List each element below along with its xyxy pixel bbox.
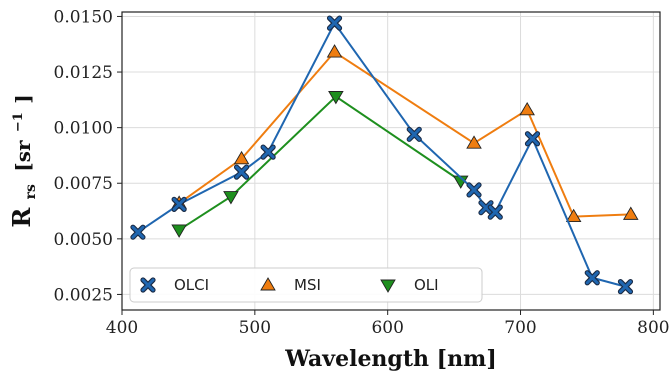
legend: OLCI MSI OLI	[129, 267, 483, 303]
series-line-msi	[178, 50, 631, 218]
y-tick-label: 0.0075	[54, 174, 113, 194]
series-layer	[130, 15, 639, 295]
series-olci	[130, 15, 634, 295]
data-point-olci	[131, 225, 145, 239]
y-axis-title: R rs [sr −1 ]	[0, 94, 41, 227]
y-axis-title-sub: rs	[23, 184, 39, 199]
data-point-olci	[525, 132, 539, 146]
plot-frame	[121, 11, 661, 311]
y-axis-title-unit-exp: −1	[11, 112, 26, 132]
data-point-olci	[407, 127, 421, 141]
legend-item-oli: OLI	[380, 276, 439, 294]
y-tick-label: 0.0100	[54, 119, 113, 139]
series-oli	[171, 91, 469, 238]
x-axis-title-main: Wavelength	[284, 346, 429, 372]
data-point-oli	[328, 91, 344, 105]
data-point-msi	[326, 44, 343, 58]
series-line-oli	[178, 95, 462, 231]
legend-marker-msi	[260, 277, 276, 291]
axis-ticks: 400 500 600 700 800 0.0025 0.0050 0.0075 0.0100 0…	[54, 7, 670, 338]
data-point-olci	[618, 280, 632, 294]
data-point-olci	[467, 183, 481, 197]
data-point-msi	[466, 135, 482, 149]
data-point-msi	[565, 208, 582, 223]
y-axis-title-unit-open: [sr	[11, 140, 35, 172]
grid	[121, 12, 660, 310]
series-line-olci	[137, 21, 626, 288]
x-axis-title-unit: [nm]	[437, 346, 497, 372]
y-tick-label: 0.0150	[54, 7, 113, 27]
x-tick-label: 500	[239, 318, 271, 338]
legend-label-oli: OLI	[414, 276, 439, 294]
data-point-msi	[519, 101, 535, 116]
legend-marker-oli	[380, 279, 396, 293]
y-tick-label: 0.0025	[54, 285, 113, 305]
data-point-oli	[223, 191, 239, 205]
legend-item-msi: MSI	[260, 276, 321, 294]
data-point-olci	[172, 197, 186, 211]
data-point-olci	[479, 201, 493, 215]
legend-marker-olci	[141, 278, 155, 292]
y-tick-label: 0.0050	[54, 230, 113, 250]
data-point-msi	[233, 150, 250, 165]
series-msi	[171, 44, 639, 223]
x-tick-label: 800	[637, 318, 669, 338]
svg-text:R rs [sr −1: R rs [sr −1 ]	[0, 94, 41, 227]
x-tick-label: 400	[106, 318, 138, 338]
legend-box	[129, 267, 483, 303]
x-tick-label: 700	[504, 318, 536, 338]
data-point-olci	[261, 145, 275, 159]
data-point-olci	[585, 271, 599, 285]
x-axis-title: Wavelength [nm]	[284, 346, 497, 372]
y-axis-title-main: R	[7, 207, 36, 228]
data-point-olci	[328, 16, 342, 30]
y-tick-label: 0.0125	[54, 63, 113, 83]
data-point-olci	[488, 205, 502, 219]
x-tick-label: 600	[371, 318, 403, 338]
data-point-oli	[171, 224, 187, 238]
legend-label-msi: MSI	[294, 276, 321, 294]
y-axis-title-unit-close: ]	[11, 94, 35, 103]
legend-label-olci: OLCI	[174, 276, 209, 294]
data-point-olci	[235, 165, 249, 179]
legend-item-olci: OLCI	[140, 276, 209, 294]
data-point-msi	[622, 206, 639, 220]
